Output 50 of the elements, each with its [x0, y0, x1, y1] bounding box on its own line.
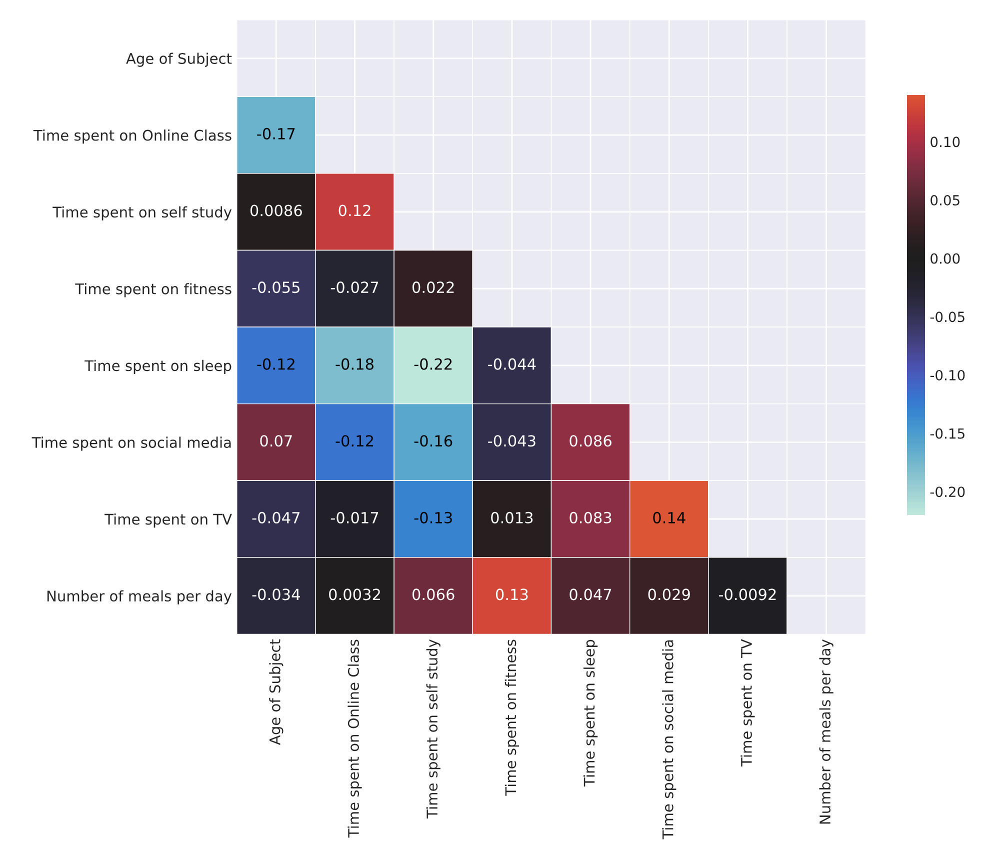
y-tick-label: Time spent on Online Class	[33, 130, 232, 144]
data-label: -0.22	[414, 358, 452, 370]
data-label: 0.029	[648, 588, 690, 600]
data-label: -0.18	[336, 358, 374, 370]
y-tick-label: Age of Subject	[126, 52, 232, 67]
x-tick-label: Time spent on self study	[426, 639, 440, 818]
data-label: 0.083	[570, 512, 612, 524]
data-label: -0.0092	[718, 588, 776, 600]
data-label: 0.13	[496, 588, 528, 600]
color-bar-label: -0.10	[930, 370, 965, 380]
data-label: 0.07	[260, 435, 292, 447]
data-label: -0.027	[330, 282, 378, 294]
color-bar-label: -0.15	[930, 428, 964, 439]
data-label: -0.017	[330, 512, 378, 524]
y-tick-label: Time spent on self study	[52, 206, 232, 220]
data-label: -0.034	[252, 588, 300, 600]
data-label: 0.086	[570, 435, 612, 447]
data-label: -0.044	[488, 358, 536, 370]
data-label: -0.12	[257, 358, 294, 370]
y-tick-label: Number of meals per day	[47, 590, 232, 604]
x-tick-label: Time spent on Online Class	[348, 640, 362, 838]
color-bar-label: 0.10	[930, 136, 960, 148]
data-label: 0.047	[570, 588, 612, 600]
data-label: 0.013	[491, 512, 533, 524]
x-tick-label: Time spent on social media	[662, 640, 676, 840]
color-bar-label: -0.05	[930, 312, 964, 322]
color-bar-label: 0.05	[930, 194, 960, 206]
data-label: -0.043	[488, 435, 536, 447]
data-label: 0.066	[412, 588, 454, 600]
data-label: 0.12	[338, 204, 370, 216]
y-tick-label: Time spent on fitness	[75, 283, 232, 298]
data-label: -0.047	[252, 512, 300, 524]
data-label: -0.13	[414, 512, 452, 524]
x-tick-label: Number of meals per day	[819, 639, 834, 824]
data-label: 0.14	[653, 512, 686, 524]
data-label: -0.055	[252, 282, 300, 294]
data-label: 0.0032	[329, 588, 380, 600]
data-label: 0.0086	[250, 204, 302, 216]
data-label: -0.16	[414, 435, 452, 447]
y-tick-label: Time spent on sleep	[84, 360, 232, 374]
x-tick-label: Time spent on sleep	[583, 640, 598, 786]
y-tick-label: Time spent on social media	[32, 436, 231, 451]
x-tick-label: Time spent on TV	[740, 639, 755, 766]
color-bar-label: 0.00	[930, 253, 960, 264]
data-label: 0.022	[412, 282, 454, 294]
color-bar-label: -0.20	[930, 486, 965, 498]
x-tick-label: Time spent on fitness	[504, 640, 519, 796]
y-tick-label: Time spent on TV	[104, 513, 232, 528]
data-label: -0.17	[257, 128, 295, 140]
data-label: -0.12	[336, 435, 373, 447]
